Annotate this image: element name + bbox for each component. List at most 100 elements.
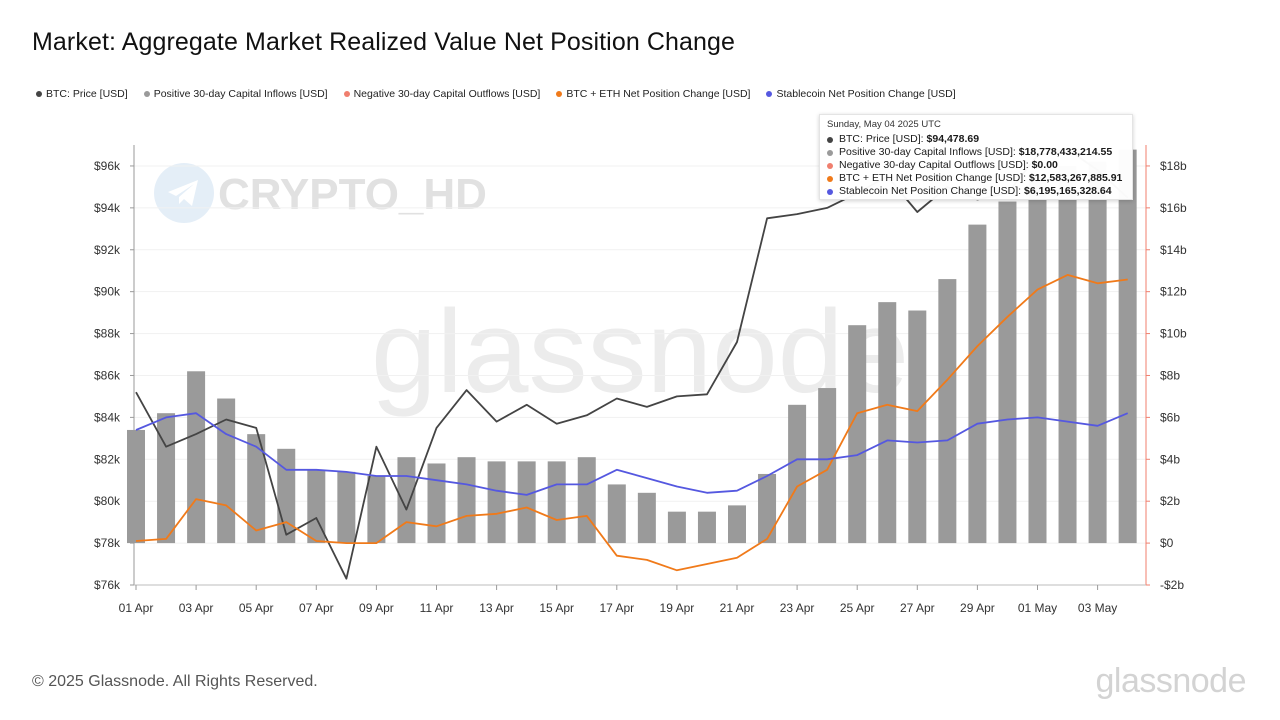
right-tick-label: $18b — [1160, 159, 1187, 173]
btc-eth-net-line[interactable] — [135, 273, 1128, 572]
right-tick-label: $4b — [1160, 452, 1180, 466]
x-tick-label: 03 Apr — [179, 601, 214, 615]
glassnode-logo: glassnode — [1095, 662, 1246, 700]
inflow-bar[interactable] — [878, 302, 897, 544]
legend-label: BTC: Price [USD] — [46, 88, 128, 100]
legend-dot-icon — [143, 91, 150, 97]
right-axis-ticks: -$2b $0 $2b $4b $6b $8b $10b $12b $14b $16b $18b — [1146, 159, 1187, 592]
inflow-bar[interactable] — [637, 492, 656, 544]
legend-item-btc-price[interactable]: BTC: Price [USD] — [36, 88, 128, 100]
right-tick-label: $2b — [1160, 494, 1180, 508]
x-axis-ticks: 01 Apr 03 Apr 05 Apr 07 Apr 09 Apr 11 Apr 13 A… — [119, 585, 1117, 615]
left-tick-label: $78k — [94, 536, 121, 550]
legend-item-negative-outflows[interactable]: Negative 30-day Capital Outflows [USD] — [343, 88, 541, 100]
right-tick-label: $10b — [1160, 327, 1187, 341]
inflow-bar[interactable] — [487, 461, 506, 544]
legend-item-btc-eth-net[interactable]: BTC + ETH Net Position Change [USD] — [556, 88, 750, 100]
tooltip-label: BTC: Price [USD]: — [839, 133, 927, 145]
inflow-bar[interactable] — [607, 484, 626, 544]
left-tick-label: $82k — [94, 452, 121, 466]
inflow-bar[interactable] — [758, 473, 777, 544]
tooltip-label: BTC + ETH Net Position Change [USD]: — [839, 172, 1029, 184]
inflow-bar[interactable] — [427, 463, 446, 544]
inflow-bar[interactable] — [307, 469, 326, 544]
inflow-bar[interactable] — [457, 457, 476, 544]
right-tick-label: $6b — [1160, 410, 1180, 424]
series-dot-icon — [827, 188, 833, 195]
tooltip-row: BTC + ETH Net Position Change [USD]: $12… — [827, 172, 1125, 185]
left-tick-label: $94k — [94, 201, 121, 215]
bar-series — [127, 149, 1137, 544]
left-tick-label: $76k — [94, 578, 121, 592]
legend-label: BTC + ETH Net Position Change [USD] — [566, 88, 751, 100]
legend-label: Negative 30-day Capital Outflows [USD] — [353, 88, 541, 100]
inflow-bar[interactable] — [277, 448, 296, 544]
stablecoin-net-line[interactable] — [135, 412, 1129, 496]
crypto-hd-watermark: CRYPTO_HD — [154, 163, 487, 223]
inflow-bar[interactable] — [547, 461, 566, 544]
tooltip-label: Stablecoin Net Position Change [USD]: — [839, 185, 1025, 197]
hover-tooltip: Sunday, May 04 2025 UTC BTC: Price [USD]… — [819, 114, 1133, 200]
inflow-bar[interactable] — [397, 457, 416, 544]
inflow-bar[interactable] — [577, 457, 596, 544]
left-tick-label: $80k — [94, 494, 121, 508]
inflow-bar[interactable] — [217, 398, 236, 544]
inflow-bar[interactable] — [697, 511, 716, 544]
inflow-bar[interactable] — [968, 224, 987, 544]
x-tick-label: 15 Apr — [539, 601, 574, 615]
left-tick-label: $88k — [94, 327, 121, 341]
inflow-bar[interactable] — [788, 404, 807, 544]
x-tick-label: 07 Apr — [299, 601, 334, 615]
legend-item-stablecoin-net[interactable]: Stablecoin Net Position Change [USD] — [766, 88, 956, 100]
tooltip-value: $0.00 — [1031, 159, 1058, 171]
series-dot-icon — [827, 162, 833, 169]
tooltip-row: Positive 30-day Capital Inflows [USD]: $… — [827, 146, 1125, 159]
right-tick-label: $12b — [1160, 285, 1187, 299]
inflow-bar[interactable] — [1118, 149, 1137, 544]
inflow-bar[interactable] — [667, 511, 686, 544]
x-tick-label: 29 Apr — [960, 601, 995, 615]
right-tick-label: -$2b — [1160, 578, 1184, 592]
legend-item-positive-inflows[interactable]: Positive 30-day Capital Inflows [USD] — [143, 88, 328, 100]
x-tick-label: 01 Apr — [119, 601, 154, 615]
inflow-bar[interactable] — [157, 413, 176, 544]
left-tick-label: $92k — [94, 243, 121, 257]
legend-label: Stablecoin Net Position Change [USD] — [776, 88, 956, 100]
right-tick-label: $14b — [1160, 243, 1187, 257]
legend-dot-icon — [343, 91, 350, 97]
series-dot-icon — [827, 149, 833, 156]
tooltip-label: Negative 30-day Capital Outflows [USD]: — [839, 159, 1032, 171]
x-tick-label: 03 May — [1078, 601, 1117, 615]
legend: BTC: Price [USD] Positive 30-day Capital… — [36, 88, 956, 100]
legend-dot-icon — [766, 91, 773, 97]
inflow-bar[interactable] — [247, 434, 266, 544]
inflow-bar[interactable] — [728, 505, 746, 544]
inflow-bar[interactable] — [848, 325, 867, 544]
inflow-bar[interactable] — [517, 461, 536, 544]
inflow-bar[interactable] — [908, 310, 927, 544]
left-tick-label: $90k — [94, 285, 121, 299]
inflow-bar[interactable] — [1088, 161, 1107, 544]
inflow-bar[interactable] — [998, 201, 1017, 544]
inflow-bar[interactable] — [187, 371, 206, 544]
tooltip-row: Negative 30-day Capital Outflows [USD]: … — [827, 159, 1125, 172]
inflow-bar[interactable] — [1028, 176, 1047, 544]
inflow-bar[interactable] — [1058, 165, 1077, 544]
x-tick-label: 05 Apr — [239, 601, 274, 615]
inflow-bar[interactable] — [818, 388, 837, 544]
inflow-bar[interactable] — [337, 471, 356, 544]
x-tick-label: 13 Apr — [479, 601, 514, 615]
right-tick-label: $8b — [1160, 368, 1180, 382]
right-tick-label: $0 — [1160, 536, 1174, 550]
x-tick-label: 09 Apr — [359, 601, 394, 615]
inflow-bar[interactable] — [127, 429, 145, 544]
legend-dot-icon — [556, 91, 563, 97]
x-tick-label: 19 Apr — [660, 601, 695, 615]
inflow-bar[interactable] — [938, 279, 957, 544]
watermark-channel-text: CRYPTO_HD — [218, 170, 487, 219]
legend-label: Positive 30-day Capital Inflows [USD] — [153, 88, 328, 100]
left-tick-label: $86k — [94, 368, 121, 382]
right-tick-label: $16b — [1160, 201, 1187, 215]
inflow-bar[interactable] — [367, 476, 386, 544]
